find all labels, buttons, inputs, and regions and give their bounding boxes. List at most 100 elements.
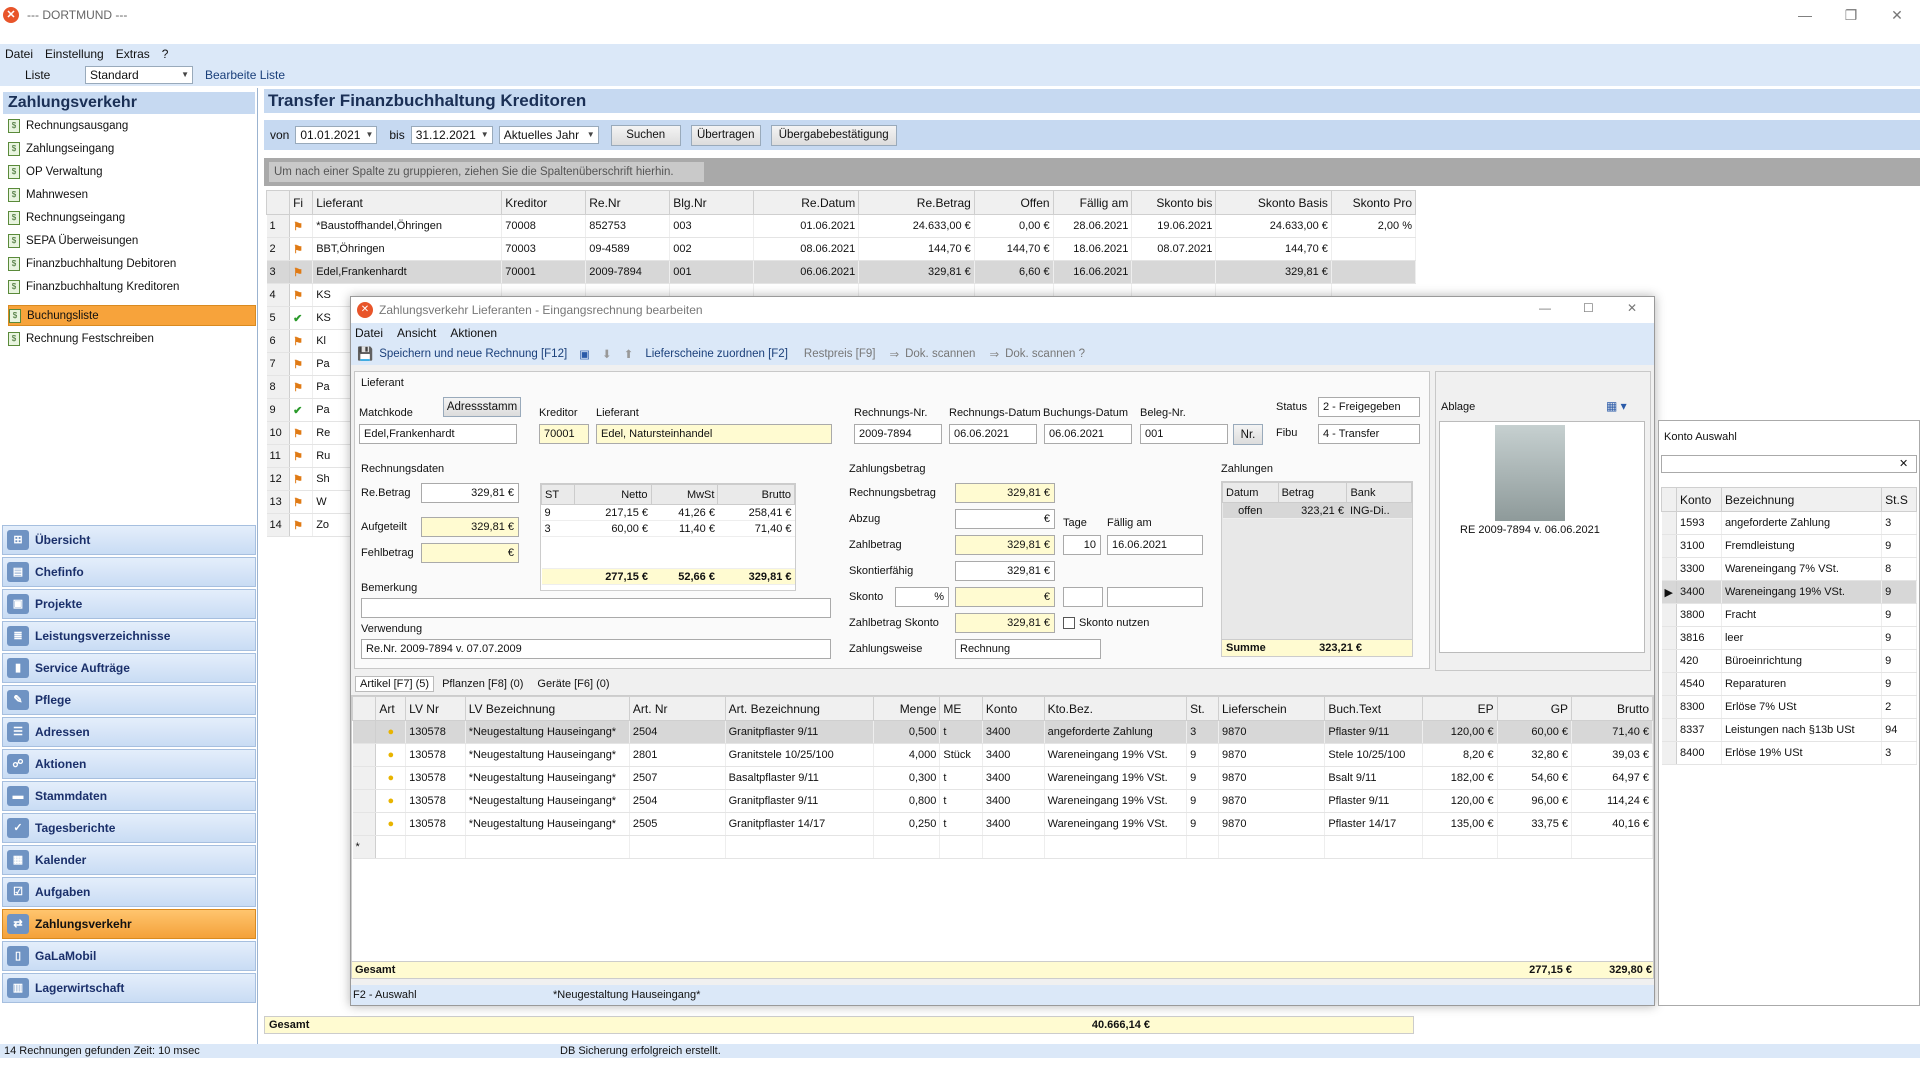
table-row[interactable]: 3 ⚑ Edel,Frankenhardt 70001 2009-7894 001 06.0… bbox=[266, 260, 1417, 284]
nav-0[interactable]: ⊞ Übersicht bbox=[2, 525, 256, 555]
dialog-maximize-icon[interactable]: ☐ bbox=[1583, 301, 1594, 315]
skonto-nutzen-checkbox[interactable] bbox=[1063, 617, 1075, 629]
scan-help-button[interactable]: Dok. scannen ? bbox=[1005, 348, 1085, 360]
bis-date-picker[interactable]: 31.12.2021 ▼ bbox=[410, 126, 493, 144]
artikel-col-header[interactable]: Brutto bbox=[1571, 696, 1653, 721]
artikel-col-header[interactable]: Art. Nr bbox=[628, 696, 726, 721]
zahlungsweise-select[interactable]: Rechnung bbox=[955, 639, 1101, 659]
col-header[interactable]: Fällig am bbox=[1052, 190, 1133, 215]
matchkode-select[interactable]: Edel,Frankenhardt bbox=[359, 424, 517, 444]
dialog-minimize-icon[interactable]: — bbox=[1539, 301, 1551, 315]
artikel-col-header[interactable]: LV Bezeichnung bbox=[464, 696, 630, 721]
zahlbetrag-field[interactable]: 329,81 € bbox=[955, 535, 1055, 555]
artikel-col-header[interactable]: EP bbox=[1422, 696, 1498, 721]
artikel-col-header[interactable]: Menge bbox=[873, 696, 941, 721]
artikel-col-header[interactable]: Lieferschein bbox=[1217, 696, 1326, 721]
artikel-col-header[interactable]: LV Nr bbox=[405, 696, 466, 721]
new-row[interactable]: * bbox=[352, 835, 1653, 859]
lieferant-field[interactable]: Edel, Natursteinhandel bbox=[596, 424, 832, 444]
konto-row[interactable]: 8400 Erlöse 19% USt 3 bbox=[1661, 741, 1917, 765]
konto-row[interactable]: 3800 Fracht 9 bbox=[1661, 603, 1917, 627]
nav-12[interactable]: ⇄ Zahlungsverkehr bbox=[2, 909, 256, 939]
document-thumbnail-icon[interactable] bbox=[1495, 425, 1565, 521]
tage-field[interactable]: 10 bbox=[1063, 535, 1101, 555]
col-header[interactable]: Skonto bis bbox=[1131, 190, 1217, 215]
rebetrag-field[interactable]: 329,81 € bbox=[421, 483, 519, 503]
skonto-days-field[interactable] bbox=[1063, 587, 1103, 607]
restpreis-button[interactable]: Restpreis [F9] bbox=[803, 348, 876, 360]
view-grid-icon[interactable]: ▦ ▾ bbox=[1606, 399, 1627, 413]
col-header[interactable]: Fi bbox=[289, 190, 314, 215]
left-item-4[interactable]: $ Rechnungseingang bbox=[8, 207, 256, 228]
col-header[interactable]: Blg.Nr bbox=[669, 190, 755, 215]
layout-select[interactable]: Standard ▼ bbox=[85, 66, 193, 84]
kreditor-field[interactable]: 70001 bbox=[539, 424, 589, 444]
search-button[interactable]: Suchen bbox=[610, 124, 681, 146]
table-row[interactable]: 2 ⚑ BBT,Öhringen 70003 09-4589 002 08.06.2021 1… bbox=[266, 237, 1417, 261]
skonto-field[interactable]: € bbox=[955, 587, 1055, 607]
tab-geraete[interactable]: Geräte [F6] (0) bbox=[537, 678, 610, 690]
budatum-picker[interactable]: 06.06.2021 bbox=[1044, 424, 1132, 444]
von-date-picker[interactable]: 01.01.2021 ▼ bbox=[295, 126, 378, 144]
tab-artikel[interactable]: Artikel [F7] (5) bbox=[355, 676, 435, 692]
konto-row[interactable]: 3100 Fremdleistung 9 bbox=[1661, 534, 1917, 558]
verwendung-field[interactable]: Re.Nr. 2009-7894 v. 07.07.2009 bbox=[361, 639, 831, 659]
close-icon[interactable]: ✕ bbox=[1891, 7, 1903, 23]
skonto-pct-field[interactable]: % bbox=[895, 587, 949, 607]
dialog-menu-aktionen[interactable]: Aktionen bbox=[450, 326, 498, 340]
adressstamm-button[interactable]: Adressstamm bbox=[443, 397, 521, 417]
left-item-1[interactable]: $ Zahlungseingang bbox=[8, 138, 256, 159]
nav-7[interactable]: ☍ Aktionen bbox=[2, 749, 256, 779]
nav-11[interactable]: ☑ Aufgaben bbox=[2, 877, 256, 907]
skonto-date-picker[interactable] bbox=[1107, 587, 1203, 607]
minimize-icon[interactable]: — bbox=[1798, 7, 1812, 23]
group-panel[interactable]: Um nach einer Spalte zu gruppieren, zieh… bbox=[264, 158, 1920, 186]
redatum-picker[interactable]: 06.06.2021 bbox=[949, 424, 1037, 444]
skontierfaehig-field[interactable]: 329,81 € bbox=[955, 561, 1055, 581]
menu-extras[interactable]: Extras bbox=[115, 47, 150, 61]
confirmation-button[interactable]: Übergabebestätigung bbox=[770, 124, 897, 146]
faellig-picker[interactable]: 16.06.2021 bbox=[1107, 535, 1203, 555]
artikel-col-header[interactable]: Kto.Bez. bbox=[1043, 696, 1188, 721]
status-select[interactable]: 2 - Freigegeben bbox=[1318, 397, 1420, 417]
artikel-col-header[interactable]: Art. Bezeichnung bbox=[724, 696, 875, 721]
left-item-3[interactable]: $ Mahnwesen bbox=[8, 184, 256, 205]
left-item-2[interactable]: $ OP Verwaltung bbox=[8, 161, 256, 182]
col-header[interactable]: Re.Nr bbox=[585, 190, 671, 215]
artikel-row[interactable]: ● 130578 *Neugestaltung Hauseingang* 2505 Gr… bbox=[352, 812, 1653, 836]
artikel-col-header[interactable]: GP bbox=[1496, 696, 1573, 721]
nr-button[interactable]: Nr. bbox=[1233, 424, 1263, 445]
menu-help[interactable]: ? bbox=[161, 47, 169, 61]
col-header[interactable]: Kreditor bbox=[501, 190, 587, 215]
clear-icon[interactable]: ✕ bbox=[1899, 458, 1909, 470]
nav-14[interactable]: ▥ Lagerwirtschaft bbox=[2, 973, 256, 1003]
left-item-0[interactable]: $ Rechnungsausgang bbox=[8, 115, 256, 136]
col-header[interactable]: Skonto Basis bbox=[1215, 190, 1332, 215]
nav-6[interactable]: ☰ Adressen bbox=[2, 717, 256, 747]
nav-13[interactable]: ▯ GaLaMobil bbox=[2, 941, 256, 971]
artikel-row[interactable]: ● 130578 *Neugestaltung Hauseingang* 2504 Gr… bbox=[352, 789, 1653, 813]
transfer-button[interactable]: Übertragen bbox=[690, 124, 761, 146]
zahlungen-row[interactable]: offen 323,21 € ING-Di.. bbox=[1222, 502, 1412, 519]
floppy-icon[interactable]: ▣ bbox=[579, 349, 591, 361]
renr-field[interactable]: 2009-7894 bbox=[854, 424, 942, 444]
nav-4[interactable]: ▮ Service Aufträge bbox=[2, 653, 256, 683]
left-item-7[interactable]: $ Finanzbuchhaltung Kreditoren bbox=[8, 276, 256, 297]
restore-icon[interactable]: ❐ bbox=[1844, 7, 1858, 23]
col-header[interactable]: Re.Datum bbox=[753, 190, 860, 215]
konto-row[interactable]: 420 Büroeinrichtung 9 bbox=[1661, 649, 1917, 673]
table-row[interactable]: 1 ⚑ *Baustoffhandel,Öhringen 70008 852753 003… bbox=[266, 214, 1417, 238]
tab-pflanzen[interactable]: Pflanzen [F8] (0) bbox=[442, 678, 524, 690]
arrow-up-icon[interactable]: ⬆ bbox=[623, 349, 634, 361]
abzug-field[interactable]: € bbox=[955, 509, 1055, 529]
col-header[interactable]: Offen bbox=[973, 190, 1054, 215]
konto-col-header[interactable]: Bezeichnung bbox=[1720, 487, 1883, 512]
nav-2[interactable]: ▣ Projekte bbox=[2, 589, 256, 619]
konto-row[interactable]: 1593 angeforderte Zahlung 3 bbox=[1661, 511, 1917, 535]
konto-row[interactable]: ▶ 3400 Wareneingang 19% VSt. 9 bbox=[1661, 580, 1917, 604]
left-item-5[interactable]: $ SEPA Überweisungen bbox=[8, 230, 256, 251]
bemerkung-field[interactable] bbox=[361, 598, 831, 618]
konto-row[interactable]: 8300 Erlöse 7% USt 2 bbox=[1661, 695, 1917, 719]
konto-search-input[interactable] bbox=[1661, 455, 1917, 473]
dialog-menu-datei[interactable]: Datei bbox=[355, 326, 384, 340]
